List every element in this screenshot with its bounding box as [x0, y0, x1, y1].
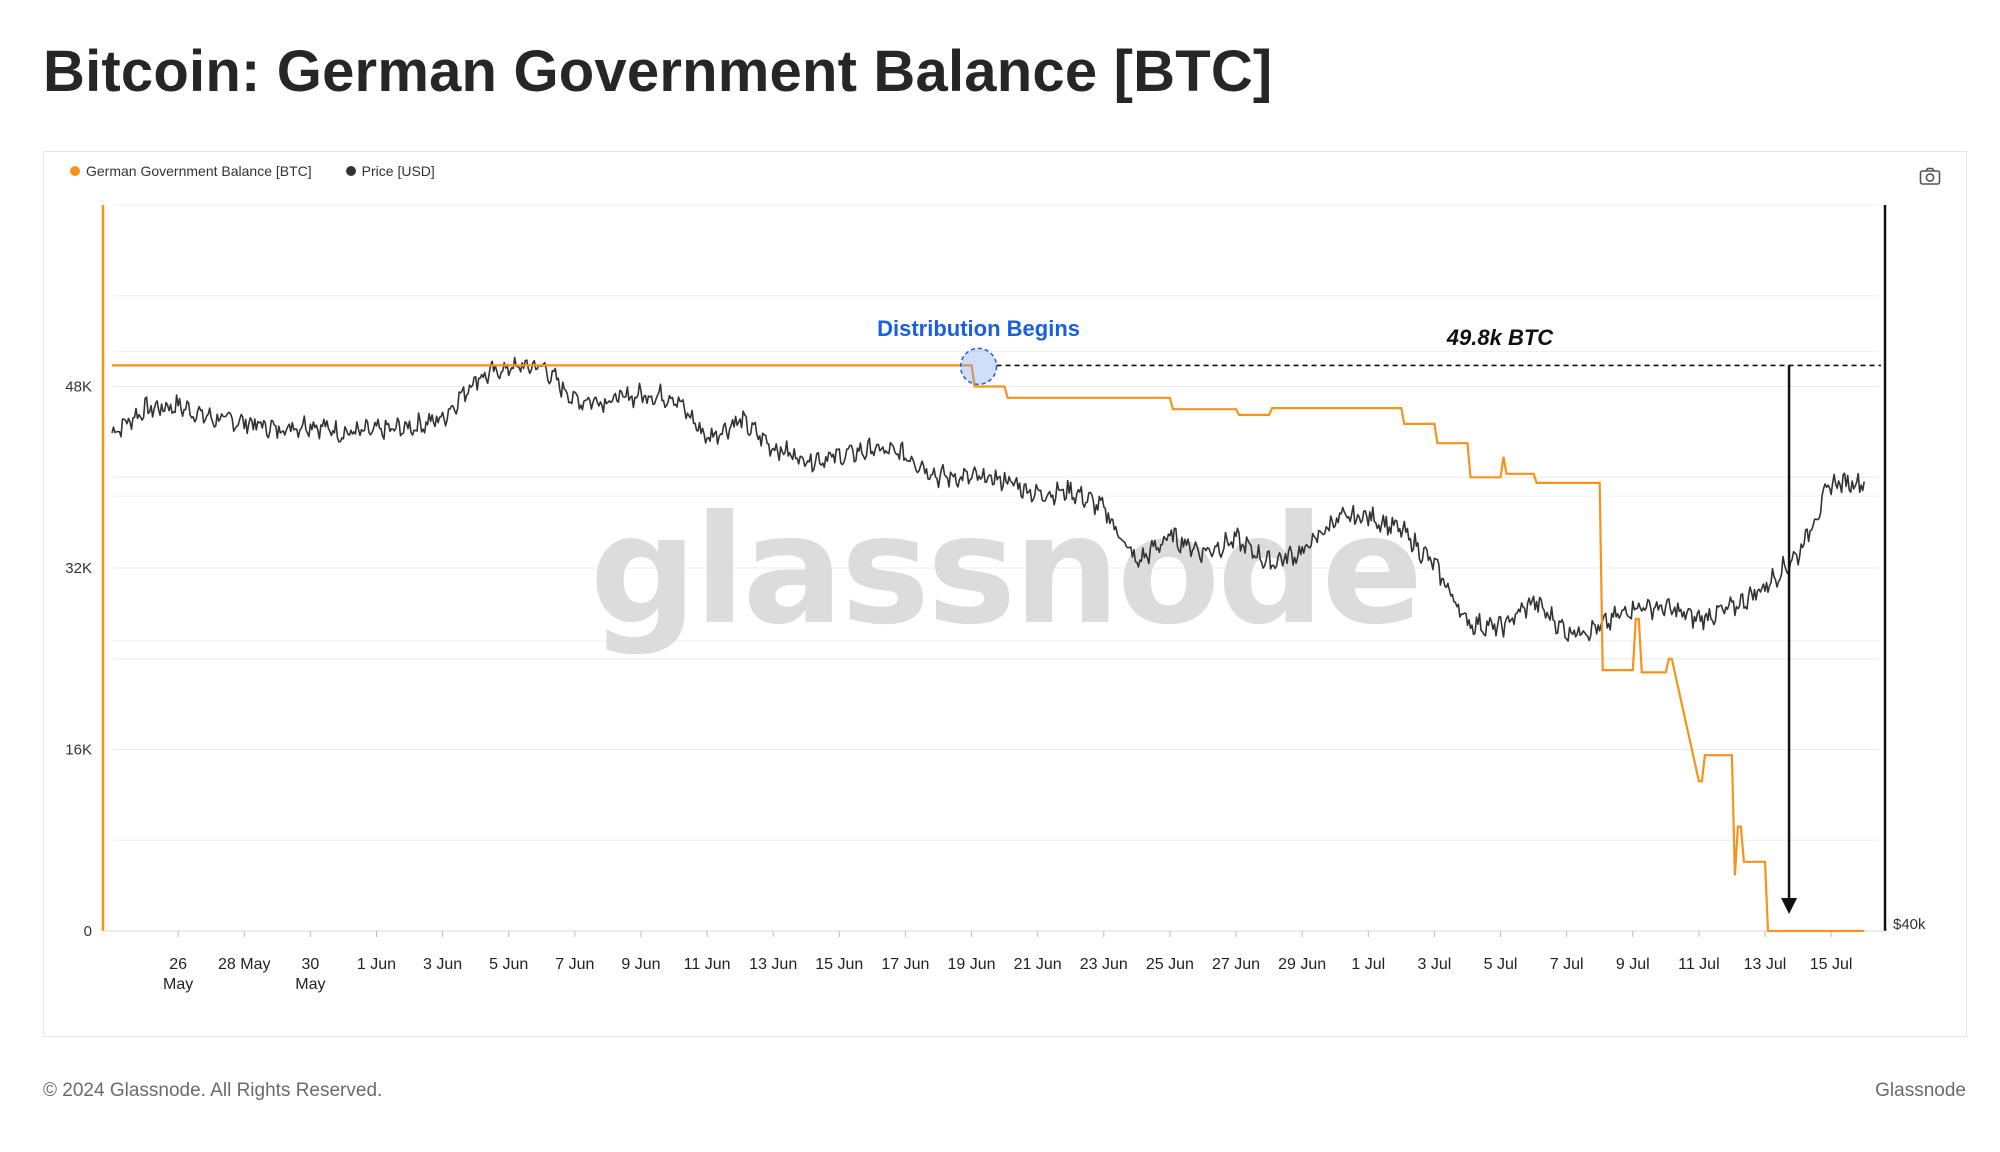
x-tick-label: 3 Jul	[1418, 956, 1452, 973]
x-tick-label: 7 Jul	[1550, 956, 1584, 973]
x-tick-label-month: May	[163, 976, 193, 993]
legend-item-balance[interactable]: German Government Balance [BTC]	[70, 163, 312, 179]
footer-copyright: © 2024 Glassnode. All Rights Reserved.	[43, 1080, 383, 1101]
distribution-marker	[959, 347, 998, 386]
x-tick-label: 25 Jun	[1146, 956, 1194, 973]
x-tick-label: 9 Jul	[1616, 956, 1650, 973]
x-tick-label: 29 Jun	[1278, 956, 1326, 973]
y-tick-label: 0	[84, 923, 92, 940]
x-tick-label: 26	[169, 956, 187, 973]
x-tick-label: 21 Jun	[1014, 956, 1062, 973]
x-tick-label: 5 Jul	[1484, 956, 1518, 973]
x-tick-label: 28 May	[218, 956, 270, 973]
x-tick-label: 11 Jul	[1678, 956, 1720, 973]
y-right-tick-label: $40k	[1893, 916, 1926, 933]
x-tick-label: 30	[301, 956, 319, 973]
x-tick-label: 23 Jun	[1080, 956, 1128, 973]
x-tick-label: 13 Jun	[749, 956, 797, 973]
y-tick-label: 48K	[65, 379, 92, 396]
chart-panel	[43, 151, 1967, 1037]
y-tick-label: 16K	[65, 742, 92, 759]
annotation-distribution-begins: Distribution Begins	[877, 316, 1080, 341]
legend-swatch-balance	[70, 166, 80, 176]
x-tick-label: 1 Jul	[1351, 956, 1385, 973]
series-line-balance	[112, 364, 1865, 933]
x-tick-label: 5 Jun	[489, 956, 528, 973]
x-tick-label: 11 Jun	[684, 956, 731, 973]
annotation-49-8k-btc: 49.8k BTC	[1446, 325, 1554, 350]
page-title: Bitcoin: German Government Balance [BTC]	[43, 39, 1273, 104]
chart-legend: German Government Balance [BTC] Price [U…	[70, 163, 435, 179]
x-tick-label: 19 Jun	[948, 956, 996, 973]
legend-item-price[interactable]: Price [USD]	[345, 163, 435, 179]
x-tick-label: 15 Jul	[1810, 956, 1853, 973]
x-tick-label: 17 Jun	[881, 956, 929, 973]
x-tick-label: 1 Jun	[357, 956, 396, 973]
x-tick-label-month: May	[295, 976, 325, 993]
series-line-price	[111, 356, 1865, 642]
legend-label-price: Price [USD]	[361, 163, 435, 179]
camera-icon[interactable]	[1919, 166, 1941, 186]
footer-brand: Glassnode	[1875, 1080, 1966, 1101]
y-tick-label: 32K	[65, 560, 92, 577]
x-tick-label: 15 Jun	[815, 956, 863, 973]
watermark: glassnode	[590, 484, 1421, 658]
x-tick-label: 3 Jun	[423, 956, 462, 973]
drop-arrow-head	[1781, 898, 1798, 914]
x-tick-label: 9 Jun	[621, 956, 660, 973]
legend-swatch-price	[345, 166, 356, 176]
x-tick-label: 7 Jun	[555, 956, 594, 973]
legend-label-balance: German Government Balance [BTC]	[86, 163, 312, 179]
x-tick-label: 13 Jul	[1744, 956, 1787, 973]
x-tick-label: 27 Jun	[1212, 956, 1260, 973]
